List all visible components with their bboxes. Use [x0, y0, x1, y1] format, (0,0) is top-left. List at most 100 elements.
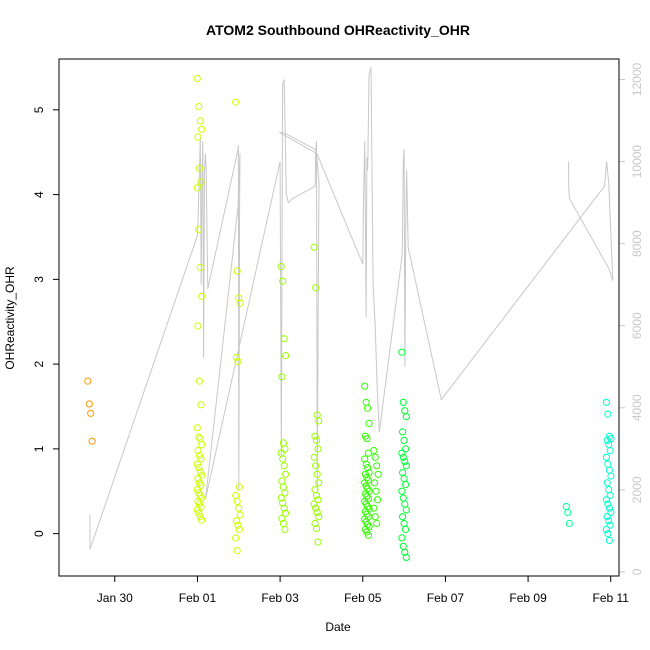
data-point-cluster-feb03a — [277, 494, 285, 502]
data-point-cluster-feb05a — [364, 463, 372, 472]
data-point-cluster-feb06 — [401, 500, 409, 508]
y2-tick-label: 0 — [630, 568, 644, 575]
data-point-cluster-feb05b — [373, 519, 381, 528]
data-point-cluster-feb01a — [193, 424, 201, 432]
data-point-cluster-feb01a — [196, 468, 204, 476]
data-point-cluster-feb03b — [312, 436, 321, 444]
data-point-cluster-feb05b — [373, 462, 381, 470]
data-point-cluster-feb11 — [605, 466, 614, 474]
data-point-cluster-feb11 — [605, 517, 613, 525]
data-point-cluster-feb06 — [399, 542, 407, 550]
y2-tick-label: 12000 — [630, 63, 644, 97]
data-point-cluster-feb11 — [602, 453, 611, 461]
data-point-cluster-feb03b — [311, 432, 319, 440]
data-point-cluster-feb03b — [312, 462, 320, 470]
data-point-cluster-feb06 — [401, 548, 409, 556]
data-point-cluster-feb05b — [371, 453, 379, 461]
data-point-cluster-feb06 — [401, 458, 409, 466]
y2-tick-label: 4000 — [630, 394, 644, 421]
data-point-cluster-feb03a — [280, 504, 288, 512]
data-point-cluster-feb06 — [402, 553, 410, 562]
x-tick-label: Feb 11 — [592, 591, 629, 605]
data-point-cluster-feb05b — [370, 504, 378, 512]
data-point-cluster-feb01a — [195, 509, 203, 517]
data-point-cluster-feb11 — [605, 441, 613, 449]
y-tick-label: 1 — [32, 445, 46, 452]
data-point-cluster-feb03a — [278, 373, 286, 381]
y2-tick-label: 8000 — [630, 230, 644, 257]
y-tick-label: 4 — [32, 191, 46, 198]
y2-tick-label: 2000 — [630, 476, 644, 503]
data-point-cluster-feb03a — [281, 525, 289, 534]
data-point-cluster-feb03a — [277, 263, 285, 271]
data-point-cluster-feb11 — [602, 525, 611, 534]
axes-layer: Jan 30 Feb 01 Feb 03 Feb 05 Feb 07 Feb 09 Feb … — [32, 63, 644, 605]
data-point-cluster-feb01a — [196, 263, 204, 272]
data-point-cluster-feb03a — [278, 514, 286, 523]
data-point-cluster-jan28 — [84, 377, 92, 385]
data-point-cluster-feb03a — [279, 455, 287, 463]
data-point-cluster-feb06 — [399, 469, 407, 477]
data-point-cluster-feb03b — [314, 445, 322, 453]
data-point-cluster-feb03b — [315, 417, 323, 425]
x-tick-label: Jan 30 — [97, 591, 133, 605]
data-point-cluster-feb01a — [197, 455, 205, 463]
data-point-cluster-feb05b — [374, 470, 382, 478]
data-point-cluster-feb01a — [196, 435, 204, 443]
data-point-cluster-feb11 — [604, 460, 612, 468]
data-point-cluster-feb06 — [402, 413, 410, 421]
data-point-cluster-feb03b — [315, 513, 323, 521]
data-point-cluster-feb05b — [372, 487, 380, 495]
data-point-cluster-feb06 — [402, 445, 410, 453]
y-tick-label: 3 — [32, 276, 46, 283]
data-point-cluster-feb06 — [399, 398, 407, 406]
data-point-cluster-feb01a — [198, 292, 206, 300]
data-point-cluster-feb05a — [362, 398, 370, 406]
chart-title: ATOM2 Southbound OHReactivity_OHR — [206, 22, 470, 38]
data-point-cluster-feb11 — [605, 504, 614, 512]
data-point-cluster-feb03b — [314, 496, 322, 504]
data-point-cluster-feb06 — [399, 513, 407, 521]
x-tick-label: Feb 03 — [261, 591, 299, 605]
data-point-cluster-feb06 — [402, 525, 410, 534]
data-point-cluster-feb05a — [364, 404, 372, 412]
data-point-cluster-feb03b — [311, 519, 319, 528]
data-point-cluster-feb01a — [195, 463, 203, 472]
data-point-cluster-feb05b — [371, 513, 379, 521]
data-point-cluster-feb10 — [565, 519, 573, 528]
data-point-cluster-feb01b — [235, 483, 243, 491]
data-point-cluster-feb11 — [604, 530, 612, 538]
data-point-cluster-feb01a — [195, 164, 204, 172]
x-tick-label: Feb 01 — [179, 591, 217, 605]
data-point-cluster-jan28 — [88, 437, 96, 445]
data-point-cluster-feb01a — [198, 441, 206, 449]
data-point-cluster-feb01a — [195, 225, 203, 233]
data-point-cluster-feb05a — [361, 382, 369, 390]
data-point-cluster-feb03b — [312, 491, 321, 500]
data-point-cluster-feb06 — [400, 474, 408, 483]
data-point-cluster-feb03a — [280, 335, 288, 343]
data-point-cluster-feb03a — [280, 462, 288, 470]
data-point-cluster-feb03b — [315, 479, 323, 487]
data-point-cluster-feb03a — [279, 277, 287, 285]
data-point-cluster-feb06 — [398, 534, 406, 542]
data-point-cluster-feb05a — [361, 455, 369, 463]
data-point-cluster-feb01a — [195, 452, 204, 460]
track-layer — [89, 67, 614, 550]
data-point-cluster-feb03a — [279, 483, 287, 491]
data-point-cluster-feb03a — [282, 509, 290, 517]
data-point-cluster-feb05a — [363, 528, 371, 536]
data-point-cluster-feb01a — [193, 460, 201, 468]
data-point-cluster-feb01a — [195, 102, 203, 111]
data-point-cluster-feb11 — [607, 472, 615, 480]
data-point-cluster-feb01a — [193, 486, 201, 494]
data-point-cluster-feb11 — [603, 513, 611, 521]
data-point-cluster-feb06 — [399, 428, 407, 436]
data-point-cluster-feb01a — [196, 117, 204, 125]
data-point-cluster-feb06 — [399, 453, 407, 461]
data-point-cluster-feb06 — [399, 494, 407, 502]
data-point-cluster-feb11 — [604, 410, 612, 418]
data-point-cluster-feb01b — [236, 511, 244, 519]
data-point-cluster-feb03a — [281, 489, 289, 497]
data-point-cluster-feb01a — [194, 474, 202, 483]
